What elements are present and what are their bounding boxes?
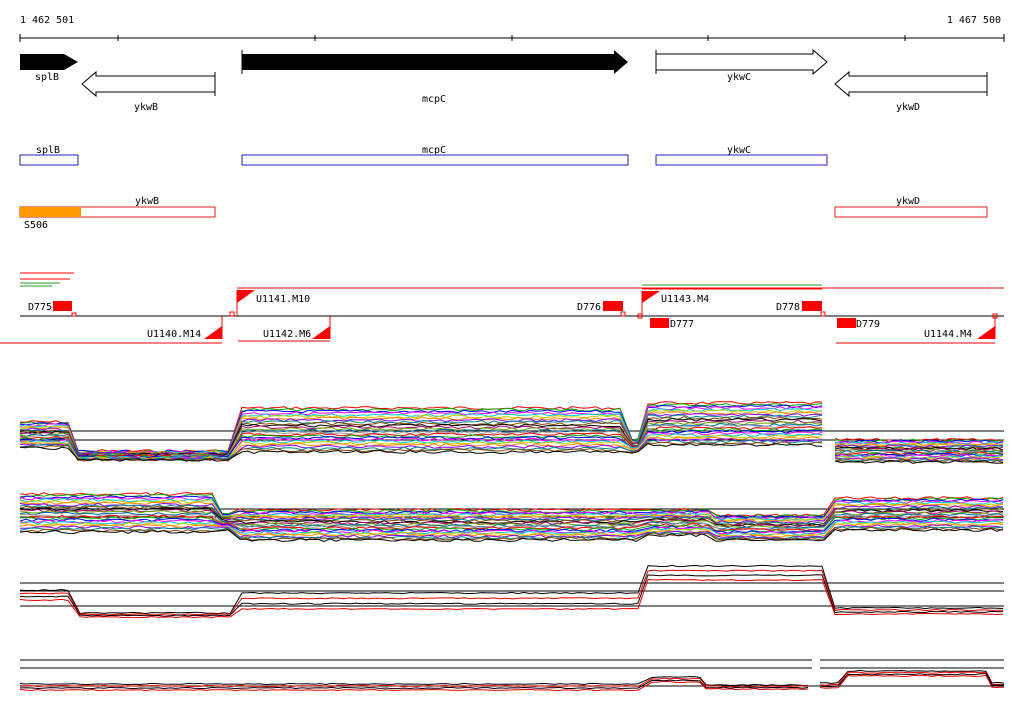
gene-label: ykwC	[727, 72, 751, 83]
gene-label: ykwD	[896, 102, 920, 113]
downshift-marker[interactable]: U1140.M14	[147, 316, 223, 340]
operon-track: ykwB S506 ykwD	[19, 196, 988, 231]
profile-line	[19, 680, 809, 692]
profile-line	[834, 445, 1004, 450]
svg-text:D777: D777	[670, 319, 694, 330]
profile-line	[19, 528, 1004, 543]
profile-line	[19, 414, 823, 456]
annotation-track: splB mcpC ykwC	[19, 145, 828, 166]
annotation-label: splB	[36, 145, 60, 156]
gene-label: ykwB	[134, 102, 158, 113]
annotation-label: ykwC	[727, 145, 751, 156]
svg-text:U1142.M6: U1142.M6	[263, 329, 311, 340]
profile-line	[834, 457, 1004, 462]
gene-label: mcpC	[422, 94, 446, 105]
profile-line	[19, 436, 823, 461]
profile-line	[819, 673, 1004, 688]
svg-text:U1141.M10: U1141.M10	[256, 294, 310, 305]
profile-line	[834, 459, 1004, 464]
coordinate-ruler: 1 462 501 1 467 500	[19, 15, 1005, 42]
downshift-marker[interactable]: U1142.M6	[263, 316, 331, 340]
d-feature[interactable]: D776	[577, 301, 626, 317]
svg-text:U1143.M4: U1143.M4	[661, 294, 709, 305]
profile-line	[19, 499, 1004, 522]
profile-line	[19, 495, 1004, 519]
coord-start-label: 1 462 501	[20, 15, 74, 26]
profile-line	[19, 526, 1004, 541]
profile-line	[19, 491, 1004, 517]
downshift-marker[interactable]: U1144.M4	[924, 316, 996, 340]
profile-line	[19, 677, 809, 688]
profile-line	[19, 510, 1004, 529]
gene-mcpC[interactable]: mcpC	[241, 50, 628, 105]
operon-highlight[interactable]	[20, 207, 81, 217]
profile-line	[19, 564, 1004, 615]
svg-text:U1140.M14: U1140.M14	[147, 329, 201, 340]
profile-line	[834, 448, 1004, 453]
profile-line	[19, 405, 823, 455]
profile-line	[19, 519, 1004, 535]
profile-line	[819, 671, 1005, 686]
profile-line	[820, 669, 1005, 685]
profile-line	[19, 434, 823, 461]
profile-line	[19, 429, 823, 460]
profile-panel-all-conditions-1	[19, 401, 1004, 464]
gene-ykwC[interactable]: ykwC	[655, 48, 828, 83]
upshift-marker[interactable]: U1143.M4	[641, 291, 709, 316]
profile-panel-aggregate-1	[19, 564, 1004, 619]
gene-label: splB	[35, 72, 59, 83]
d-feature[interactable]: D775	[28, 301, 77, 317]
annotation-label: mcpC	[422, 145, 446, 156]
svg-text:D778: D778	[776, 302, 800, 313]
profile-line	[19, 514, 1004, 532]
profile-line	[19, 676, 809, 687]
profile-line	[19, 522, 1004, 538]
operon-box[interactable]	[834, 206, 988, 218]
annotation-box[interactable]	[19, 154, 79, 166]
profile-line	[19, 417, 823, 457]
upshift-marker[interactable]: U1141.M10	[236, 290, 310, 316]
profile-line	[19, 574, 1004, 617]
gene-track: splB ykwB mcpC ykwC ykwD	[20, 48, 988, 113]
annotation-box[interactable]	[655, 154, 828, 166]
profile-line	[834, 450, 1004, 455]
profile-line	[19, 439, 823, 462]
profile-line	[19, 496, 1004, 521]
shift-track: U1141.M10 U1143.M4 U1140.M14 U1142.M6 U1…	[0, 272, 1004, 344]
profile-line	[19, 569, 1003, 616]
profile-line	[834, 451, 1004, 455]
operon-label: ykwD	[896, 196, 920, 207]
svg-text:U1144.M4: U1144.M4	[924, 329, 972, 340]
profile-panel-all-conditions-2	[19, 491, 1004, 543]
profile-line	[819, 674, 1005, 689]
svg-text:D776: D776	[577, 302, 601, 313]
gene-ykwD[interactable]: ykwD	[834, 70, 988, 113]
operon-label: ykwB	[135, 196, 159, 207]
d-feature[interactable]: D777	[650, 318, 694, 330]
d-feature[interactable]: D779	[837, 318, 880, 330]
profile-line	[19, 525, 1004, 540]
profile-line	[19, 442, 823, 462]
profile-line	[19, 578, 1004, 619]
profile-line	[19, 441, 823, 462]
gene-ykwB[interactable]: ykwB	[81, 70, 216, 113]
profile-line	[19, 505, 1004, 527]
profile-line	[834, 458, 1004, 463]
operon-highlight-label: S506	[24, 220, 48, 231]
annotation-box[interactable]	[241, 154, 629, 166]
svg-text:D775: D775	[28, 302, 52, 313]
profile-line	[19, 501, 1004, 523]
d-feature[interactable]: D778	[776, 301, 826, 317]
profile-line	[834, 449, 1004, 454]
gene-splB[interactable]: splB	[20, 54, 78, 83]
profile-panel-aggregate-2	[19, 659, 1005, 692]
coord-end-label: 1 467 500	[947, 15, 1001, 26]
profile-line	[19, 679, 809, 690]
svg-text:D779: D779	[856, 319, 880, 330]
